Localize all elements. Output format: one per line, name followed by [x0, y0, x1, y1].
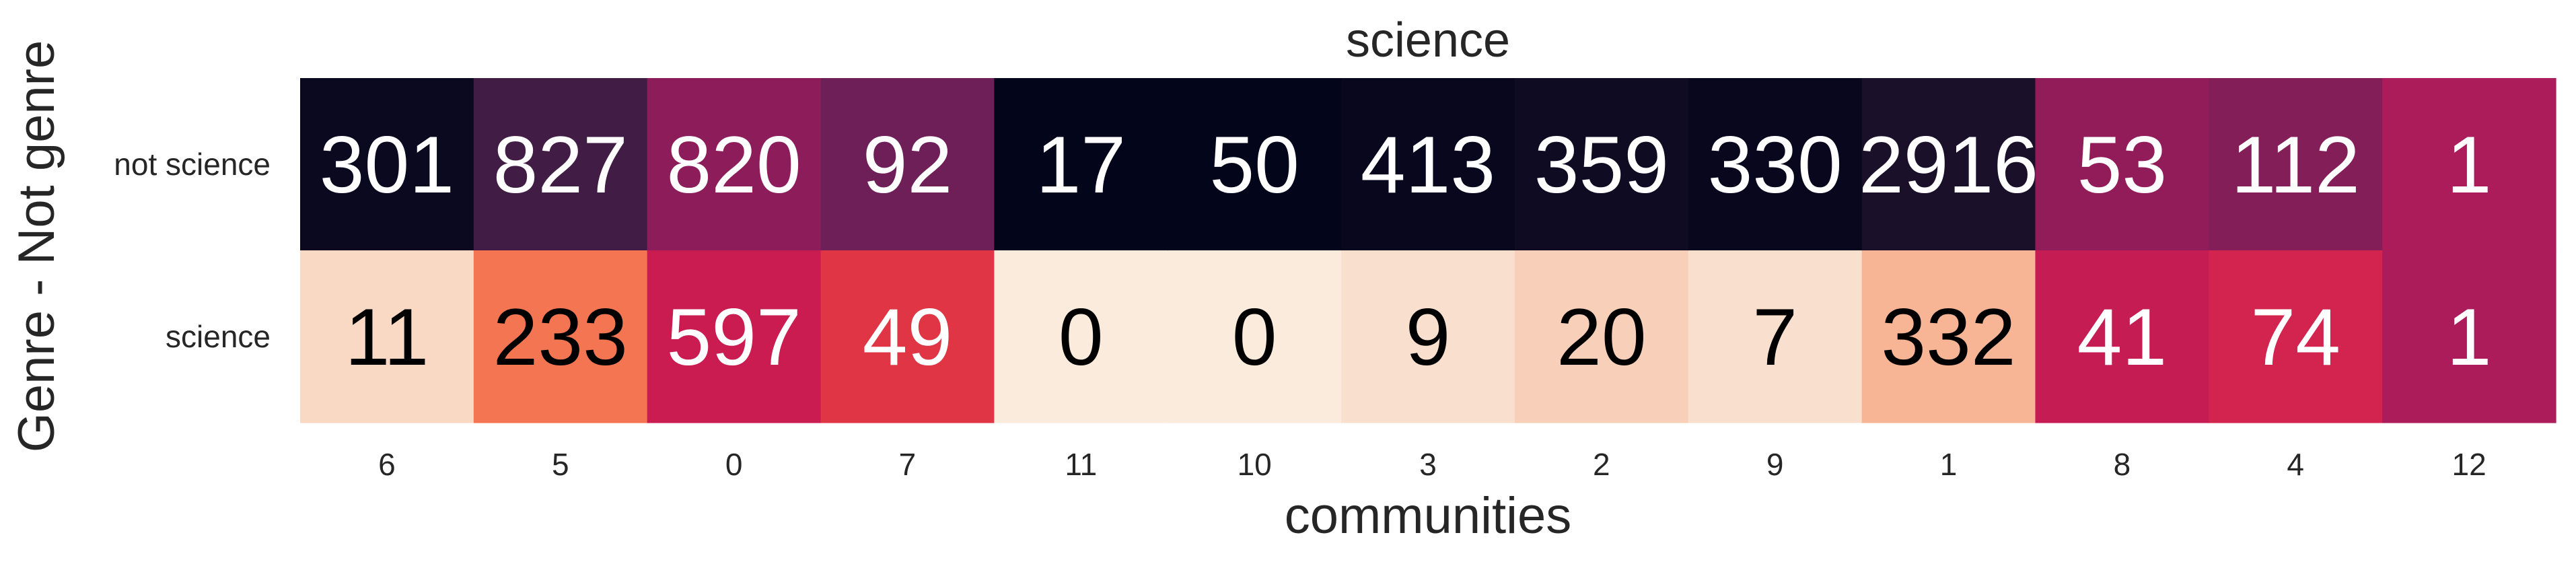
heatmap-cell	[2035, 78, 2209, 251]
x-tick-label: 5	[552, 447, 569, 482]
heatmap-cell-labels: 3011182723382059792491705004139359203307…	[320, 120, 2492, 382]
heatmap-cell	[1168, 250, 1342, 423]
heatmap-cell	[473, 78, 648, 251]
heatmap-cell	[994, 78, 1168, 251]
x-tick-label: 10	[1238, 447, 1272, 482]
x-tick-label: 7	[899, 447, 917, 482]
heatmap-cell-value: 53	[2077, 120, 2167, 210]
heatmap-cell	[647, 250, 822, 423]
x-tick-label: 6	[378, 447, 396, 482]
heatmap-cell-value: 359	[1534, 120, 1669, 210]
heatmap-cell-value: 50	[1209, 120, 1299, 210]
heatmap-cell-value: 74	[2250, 292, 2340, 382]
heatmap-cell	[820, 250, 995, 423]
heatmap-cell	[1168, 78, 1342, 251]
x-tick-label: 1	[1940, 447, 1958, 482]
y-tick-labels: not science science	[114, 147, 271, 354]
heatmap-cell-value: 827	[493, 120, 628, 210]
heatmap-cell	[300, 250, 474, 423]
heatmap-cell	[1861, 78, 2036, 251]
heatmap-cell	[820, 78, 995, 251]
heatmap-cell	[1861, 250, 2036, 423]
x-tick-label: 2	[1593, 447, 1610, 482]
x-tick-label: 3	[1419, 447, 1437, 482]
heatmap-cell-value: 11	[345, 292, 429, 382]
heatmap-cell	[300, 78, 474, 251]
y-tick-label: not science	[114, 147, 271, 182]
heatmap-cell-value: 41	[2077, 292, 2167, 382]
heatmap-cell-value: 413	[1361, 120, 1495, 210]
chart-title: science	[1346, 13, 1510, 67]
heatmap-cell-value: 301	[320, 120, 454, 210]
heatmap-cell-value: 0	[1059, 292, 1104, 382]
heatmap-cell-value: 1	[2447, 292, 2492, 382]
heatmap-cell-value: 2916	[1859, 120, 2038, 210]
heatmap-cell-value: 332	[1881, 292, 2015, 382]
heatmap-cell-value: 1	[2447, 120, 2492, 210]
heatmap-cells	[300, 78, 2556, 423]
heatmap-cell	[647, 78, 822, 251]
heatmap-cell	[2382, 250, 2556, 423]
x-tick-label: 4	[2287, 447, 2304, 482]
heatmap-cell-value: 92	[863, 120, 952, 210]
heatmap-cell-value: 112	[2231, 120, 2360, 210]
heatmap-cell-value: 49	[863, 292, 952, 382]
heatmap-cell-value: 17	[1036, 120, 1126, 210]
y-tick-label: science	[166, 319, 271, 354]
heatmap-cell-value: 7	[1752, 292, 1797, 382]
heatmap-cell	[994, 250, 1168, 423]
y-axis-label: Genre - Not genre	[8, 40, 65, 453]
heatmap-cell-value: 330	[1708, 120, 1842, 210]
heatmap-cell	[1514, 250, 1689, 423]
heatmap-cell-value: 597	[667, 292, 801, 382]
x-tick-label: 8	[2114, 447, 2131, 482]
heatmap-cell-value: 0	[1232, 292, 1277, 382]
heatmap-cell	[1688, 250, 1863, 423]
x-tick-label: 0	[725, 447, 743, 482]
heatmap-cell-value: 9	[1406, 292, 1451, 382]
x-tick-label: 9	[1766, 447, 1784, 482]
heatmap-cell-value: 820	[667, 120, 801, 210]
heatmap-cell-value: 233	[493, 292, 628, 382]
x-tick-label: 12	[2452, 447, 2486, 482]
heatmap-cell	[1341, 250, 1515, 423]
heatmap-cell	[2035, 250, 2209, 423]
x-tick-label: 11	[1065, 447, 1097, 482]
heatmap-cell	[2209, 250, 2383, 423]
heatmap-cell	[2209, 78, 2383, 251]
heatmap-cell	[2382, 78, 2556, 251]
heatmap-cell	[473, 250, 648, 423]
heatmap-cell-value: 20	[1557, 292, 1646, 382]
heatmap-cell	[1341, 78, 1515, 251]
heatmap-cell	[1688, 78, 1863, 251]
heatmap-cell	[1514, 78, 1689, 251]
x-axis-label: communities	[1285, 487, 1572, 544]
x-tick-labels: 6 5 0 7 11 10 3 2 9 1 8 4 12	[378, 447, 2486, 482]
